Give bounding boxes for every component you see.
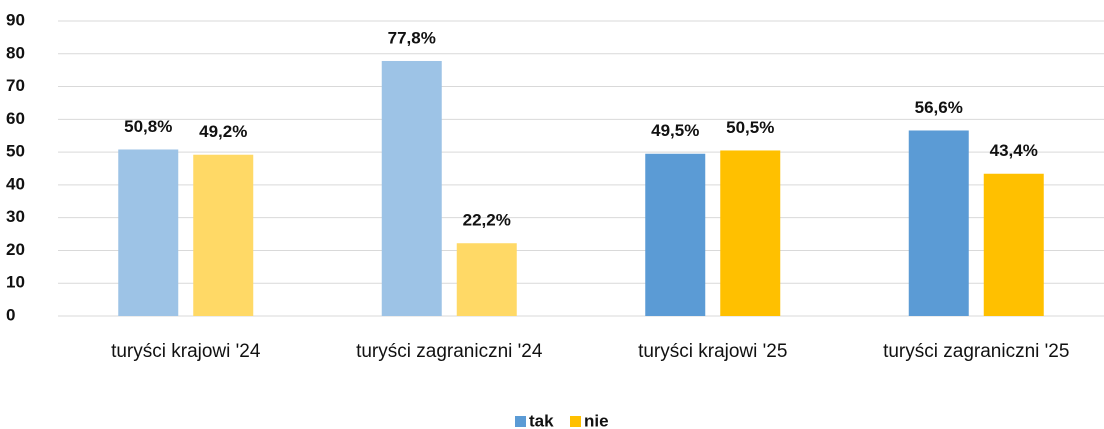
value-label: 50,8% — [124, 117, 172, 136]
bar — [118, 149, 179, 316]
y-tick-label: 80 — [6, 43, 25, 62]
legend-label: tak — [529, 411, 554, 429]
value-label: 50,5% — [726, 118, 774, 137]
y-tick-label: 40 — [6, 174, 25, 193]
y-tick-label: 20 — [6, 240, 25, 259]
y-tick-label: 60 — [6, 109, 25, 128]
bar — [983, 173, 1044, 316]
y-tick-label: 0 — [6, 305, 15, 324]
value-label: 49,5% — [651, 121, 699, 140]
x-tick-label: turyści krajowi '24 — [111, 341, 261, 362]
value-label: 49,2% — [199, 122, 247, 141]
bar — [908, 130, 969, 316]
y-tick-label: 90 — [6, 10, 25, 29]
legend-label: nie — [584, 411, 609, 429]
bar — [193, 154, 254, 316]
y-tick-label: 50 — [6, 142, 25, 161]
y-tick-label: 70 — [6, 76, 25, 95]
value-label: 77,8% — [388, 28, 436, 47]
value-label: 56,6% — [915, 98, 963, 117]
x-tick-label: turyści krajowi '25 — [638, 341, 787, 362]
y-tick-label: 30 — [6, 207, 25, 226]
x-tick-label: turyści zagraniczni '24 — [356, 341, 543, 362]
x-tick-label: turyści zagraniczni '25 — [883, 341, 1069, 362]
legend-swatch — [570, 416, 581, 427]
y-tick-label: 10 — [6, 273, 25, 292]
value-label: 43,4% — [990, 141, 1038, 160]
bar — [381, 60, 442, 316]
bar — [456, 243, 517, 316]
bar — [720, 150, 781, 316]
value-label: 22,2% — [463, 211, 511, 230]
bar — [645, 153, 706, 316]
legend-swatch — [515, 416, 526, 427]
